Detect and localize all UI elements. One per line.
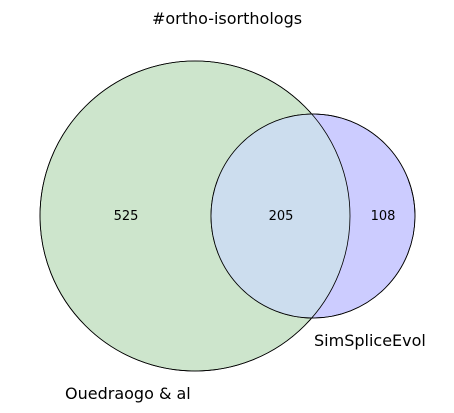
diagram-title: #ortho-isorthologs xyxy=(152,9,302,28)
intersection-region xyxy=(211,114,350,318)
set-a-label: Ouedraogo & al xyxy=(65,384,191,403)
intersection-count: 205 xyxy=(269,209,294,224)
set-b-label: SimSpliceEvol xyxy=(314,331,426,350)
set-b-only-count: 108 xyxy=(371,209,396,224)
set-b-outline xyxy=(210,113,416,319)
set-a-outline xyxy=(39,60,351,372)
set-a-only-count: 525 xyxy=(114,209,139,224)
